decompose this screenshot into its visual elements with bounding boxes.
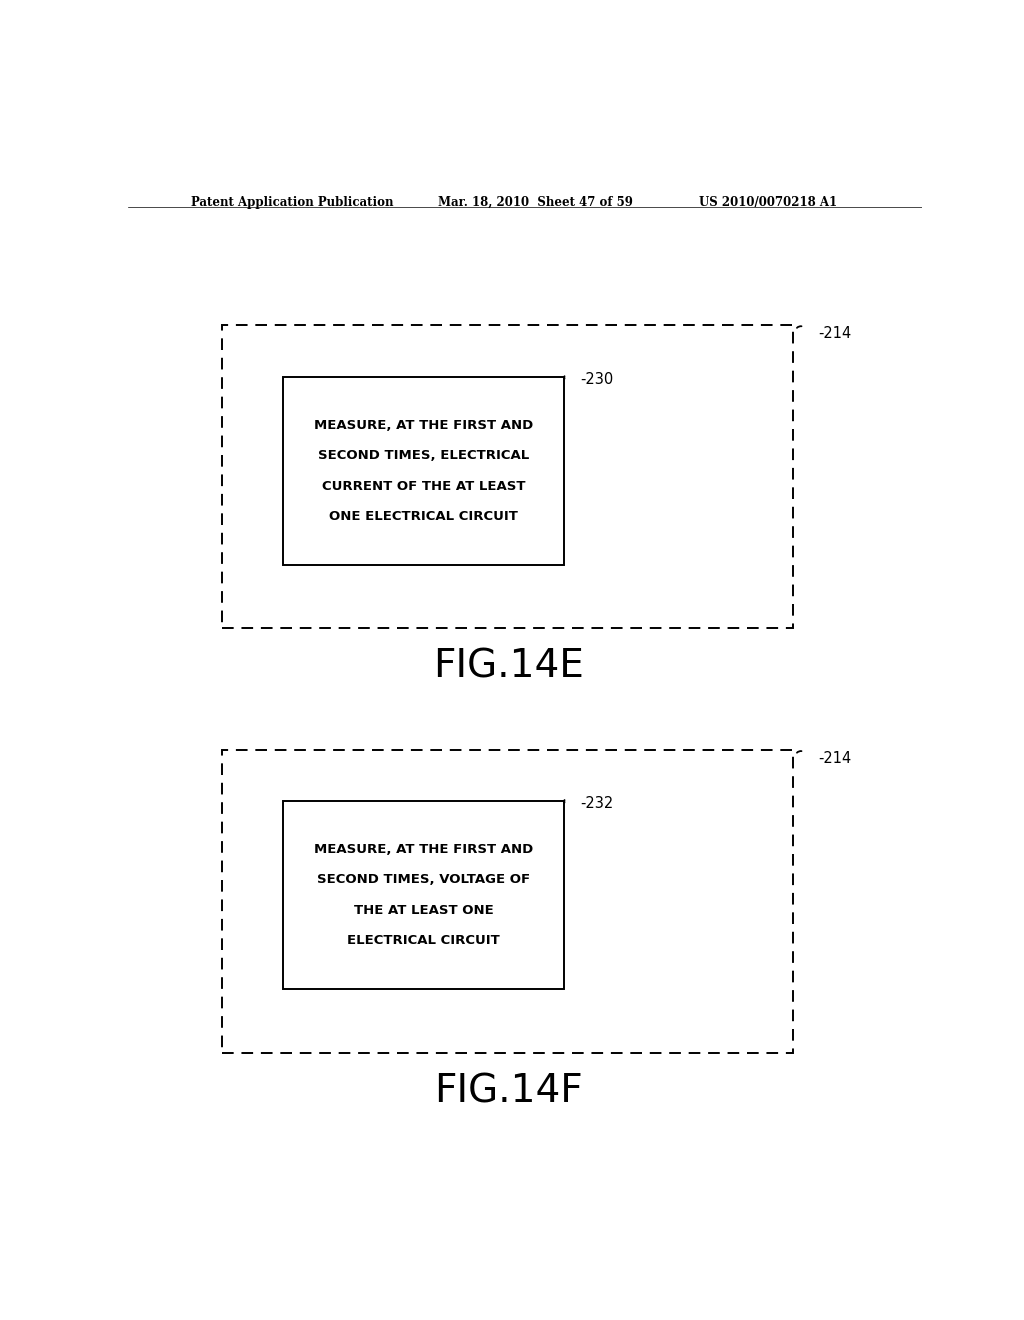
Bar bbox=[221, 325, 793, 628]
Text: CURRENT OF THE AT LEAST: CURRENT OF THE AT LEAST bbox=[322, 479, 525, 492]
Text: Mar. 18, 2010  Sheet 47 of 59: Mar. 18, 2010 Sheet 47 of 59 bbox=[437, 195, 633, 209]
Text: SECOND TIMES, ELECTRICAL: SECOND TIMES, ELECTRICAL bbox=[318, 449, 529, 462]
Bar bbox=[221, 750, 793, 1053]
Text: FIG.14E: FIG.14E bbox=[433, 648, 585, 685]
Text: MEASURE, AT THE FIRST AND: MEASURE, AT THE FIRST AND bbox=[314, 842, 534, 855]
Text: MEASURE, AT THE FIRST AND: MEASURE, AT THE FIRST AND bbox=[314, 418, 534, 432]
Text: THE AT LEAST ONE: THE AT LEAST ONE bbox=[353, 903, 494, 916]
Text: -214: -214 bbox=[818, 326, 852, 341]
Text: Patent Application Publication: Patent Application Publication bbox=[191, 195, 394, 209]
Text: ONE ELECTRICAL CIRCUIT: ONE ELECTRICAL CIRCUIT bbox=[329, 511, 518, 523]
Text: -230: -230 bbox=[581, 372, 613, 388]
Text: SECOND TIMES, VOLTAGE OF: SECOND TIMES, VOLTAGE OF bbox=[317, 873, 530, 886]
Bar bbox=[283, 801, 564, 989]
Text: US 2010/0070218 A1: US 2010/0070218 A1 bbox=[699, 195, 838, 209]
Text: -214: -214 bbox=[818, 751, 852, 766]
Bar bbox=[283, 378, 564, 565]
Text: ELECTRICAL CIRCUIT: ELECTRICAL CIRCUIT bbox=[347, 935, 500, 946]
Text: -232: -232 bbox=[581, 796, 613, 812]
Text: FIG.14F: FIG.14F bbox=[434, 1072, 584, 1110]
